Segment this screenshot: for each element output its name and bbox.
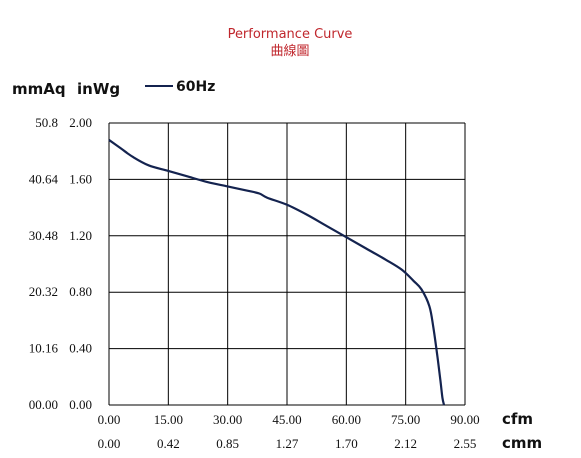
y-tick-label-mmaq: 50.8 — [35, 115, 58, 130]
x-tick-label-cmm: 1.27 — [276, 436, 299, 451]
x-tick-label-cfm: 0.00 — [98, 412, 121, 427]
y-tick-label-inwg: 2.00 — [69, 115, 92, 130]
x-tick-label-cfm: 60.00 — [332, 412, 361, 427]
y-tick-label-inwg: 1.60 — [69, 171, 92, 186]
plot-grid — [108, 122, 466, 406]
curve-60hz — [108, 139, 446, 406]
y-tick-label-mmaq: 20.32 — [29, 284, 58, 299]
y-tick-label-inwg: 0.40 — [69, 341, 92, 356]
y-tick-label-mmaq: 40.64 — [29, 171, 59, 186]
y-tick-label-mmaq: 00.00 — [29, 397, 58, 412]
chart-title: Performance Curve — [228, 27, 353, 42]
legend-label-60hz: 60Hz — [176, 79, 215, 95]
y-tick-labels: 0.00 00.00 0.40 10.16 0.80 20.32 1.20 30.48 1.60… — [29, 115, 92, 412]
x-unit-cmm: cmm — [502, 434, 542, 452]
y-tick-label-inwg: 0.00 — [69, 397, 92, 412]
x-tick-label-cmm: 0.85 — [216, 436, 239, 451]
x-tick-label-cfm: 45.00 — [272, 412, 301, 427]
x-tick-label-cmm: 0.00 — [98, 436, 121, 451]
y-unit-mmaq: mmAq — [12, 80, 66, 98]
x-tick-labels: 0.00 0.00 15.00 0.42 30.00 0.85 45.00 1.27 60.00… — [98, 412, 480, 451]
x-tick-label-cfm: 30.00 — [213, 412, 242, 427]
y-unit-inwg: inWg — [77, 80, 120, 98]
y-tick-label-inwg: 1.20 — [69, 228, 92, 243]
x-tick-label-cfm: 75.00 — [391, 412, 420, 427]
x-tick-label-cfm: 90.00 — [450, 412, 479, 427]
x-tick-label-cmm: 2.12 — [394, 436, 417, 451]
y-tick-label-mmaq: 30.48 — [29, 228, 58, 243]
chart-subtitle: 曲線圖 — [270, 43, 309, 59]
y-tick-label-inwg: 0.80 — [69, 284, 92, 299]
x-tick-label-cmm: 0.42 — [157, 436, 180, 451]
x-tick-label-cmm: 2.55 — [454, 436, 477, 451]
y-tick-label-mmaq: 10.16 — [29, 341, 59, 356]
x-tick-label-cfm: 15.00 — [154, 412, 183, 427]
x-unit-cfm: cfm — [502, 410, 533, 428]
x-tick-label-cmm: 1.70 — [335, 436, 358, 451]
